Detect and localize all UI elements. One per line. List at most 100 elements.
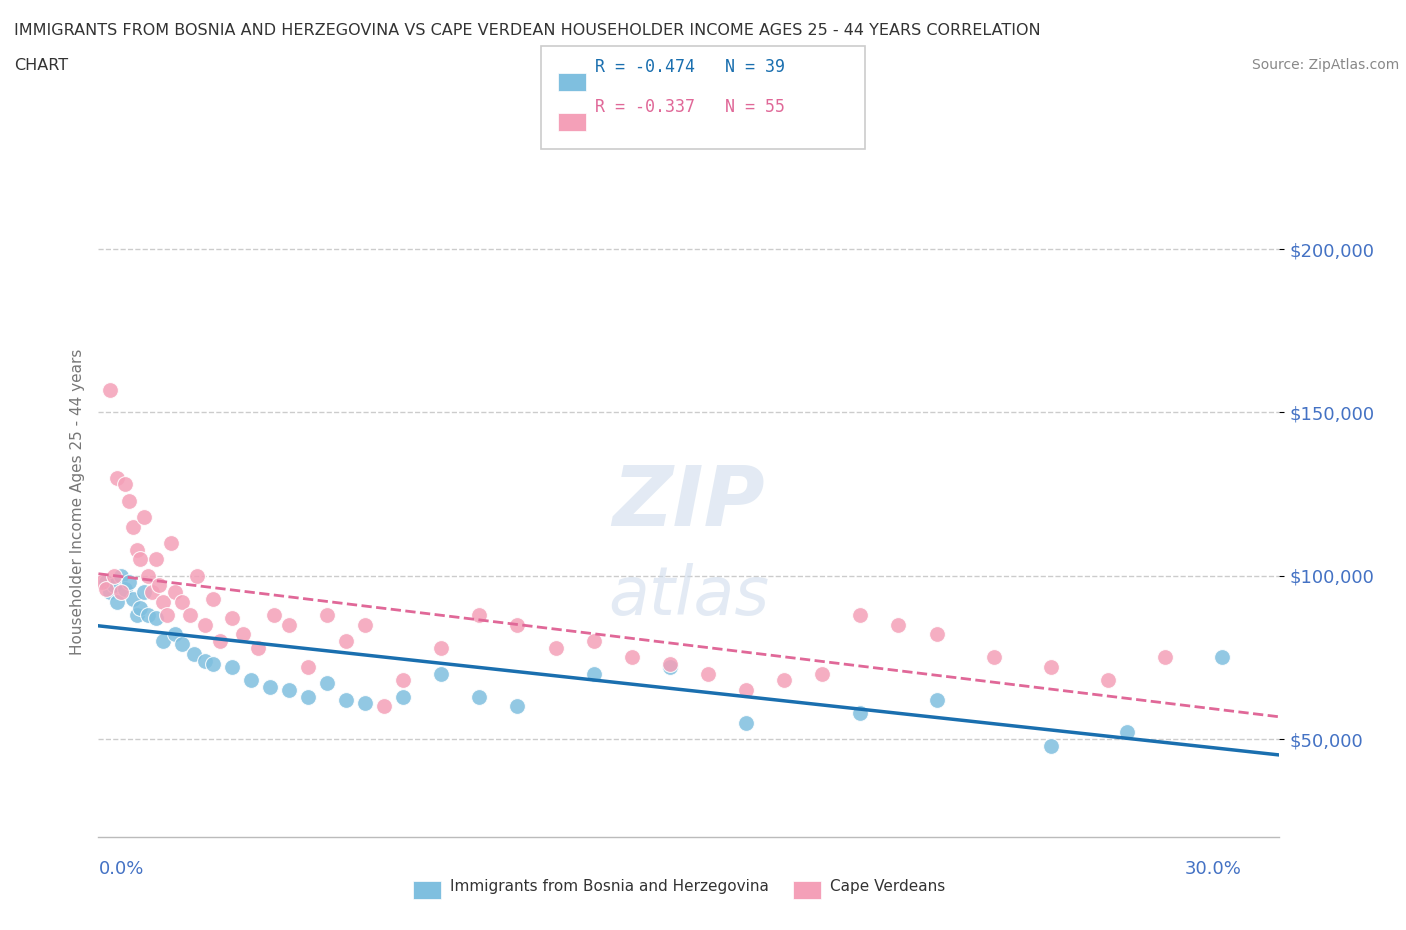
Point: [152, 594, 174, 609]
Point: [134, 510, 156, 525]
Point: [183, 646, 205, 661]
Point: [983, 650, 1005, 665]
Point: [221, 611, 243, 626]
Point: [259, 679, 281, 694]
Point: [1154, 650, 1177, 665]
Point: [125, 607, 148, 622]
Text: ZIP: ZIP: [613, 461, 765, 543]
Point: [172, 594, 194, 609]
Point: [194, 653, 217, 668]
Point: [136, 568, 159, 583]
Text: atlas: atlas: [609, 563, 769, 629]
Point: [849, 607, 872, 622]
Point: [179, 607, 201, 622]
Point: [141, 585, 163, 600]
Point: [136, 607, 159, 622]
Point: [297, 689, 319, 704]
Point: [103, 568, 125, 583]
Point: [316, 607, 339, 622]
Point: [145, 551, 167, 566]
Point: [1211, 650, 1233, 665]
Point: [392, 689, 415, 704]
Point: [156, 607, 179, 622]
Point: [735, 683, 758, 698]
Point: [925, 627, 948, 642]
Point: [163, 585, 186, 600]
Point: [186, 568, 208, 583]
Point: [849, 706, 872, 721]
Point: [354, 618, 377, 632]
Point: [148, 578, 170, 593]
Point: [620, 650, 643, 665]
Point: [118, 575, 141, 590]
Point: [94, 575, 117, 590]
Point: [110, 585, 132, 600]
Point: [582, 666, 605, 681]
Point: [277, 683, 299, 698]
Point: [98, 585, 121, 600]
Point: [172, 637, 194, 652]
Point: [735, 715, 758, 730]
Point: [506, 618, 529, 632]
Text: IMMIGRANTS FROM BOSNIA AND HERZEGOVINA VS CAPE VERDEAN HOUSEHOLDER INCOME AGES 2: IMMIGRANTS FROM BOSNIA AND HERZEGOVINA V…: [14, 23, 1040, 38]
Point: [209, 633, 232, 648]
Point: [887, 618, 910, 632]
Point: [107, 594, 129, 609]
Text: Source: ZipAtlas.com: Source: ZipAtlas.com: [1251, 58, 1399, 72]
Point: [373, 699, 395, 714]
Point: [658, 659, 681, 674]
Point: [152, 633, 174, 648]
Point: [114, 477, 136, 492]
Point: [430, 640, 453, 655]
Point: [335, 633, 357, 648]
Point: [163, 627, 186, 642]
Point: [134, 585, 156, 600]
Point: [107, 471, 129, 485]
Point: [468, 607, 491, 622]
Text: 30.0%: 30.0%: [1184, 860, 1241, 878]
Text: R = -0.337   N = 55: R = -0.337 N = 55: [595, 98, 785, 115]
Point: [103, 578, 125, 593]
Point: [297, 659, 319, 674]
Point: [335, 692, 357, 707]
Point: [468, 689, 491, 704]
Point: [430, 666, 453, 681]
Text: CHART: CHART: [14, 58, 67, 73]
Point: [125, 542, 148, 557]
Point: [544, 640, 567, 655]
Point: [121, 591, 143, 606]
Point: [392, 672, 415, 687]
Point: [316, 676, 339, 691]
Point: [159, 536, 181, 551]
Point: [1097, 672, 1119, 687]
Point: [1039, 659, 1062, 674]
Point: [114, 581, 136, 596]
Point: [506, 699, 529, 714]
Point: [129, 601, 152, 616]
Point: [118, 493, 141, 508]
Point: [925, 692, 948, 707]
Point: [221, 659, 243, 674]
Text: R = -0.474   N = 39: R = -0.474 N = 39: [595, 58, 785, 75]
Text: Immigrants from Bosnia and Herzegovina: Immigrants from Bosnia and Herzegovina: [450, 879, 769, 894]
Point: [658, 657, 681, 671]
Text: 0.0%: 0.0%: [98, 860, 143, 878]
Point: [94, 581, 117, 596]
Point: [121, 519, 143, 534]
Point: [247, 640, 270, 655]
Point: [194, 618, 217, 632]
Point: [811, 666, 834, 681]
Point: [277, 618, 299, 632]
Point: [1039, 738, 1062, 753]
Point: [145, 611, 167, 626]
Text: Cape Verdeans: Cape Verdeans: [830, 879, 945, 894]
Point: [129, 551, 152, 566]
Point: [98, 382, 121, 397]
Point: [1116, 725, 1139, 740]
Y-axis label: Householder Income Ages 25 - 44 years: Householder Income Ages 25 - 44 years: [69, 349, 84, 656]
Point: [110, 568, 132, 583]
Point: [773, 672, 796, 687]
Point: [232, 627, 254, 642]
Point: [201, 657, 224, 671]
Point: [354, 696, 377, 711]
